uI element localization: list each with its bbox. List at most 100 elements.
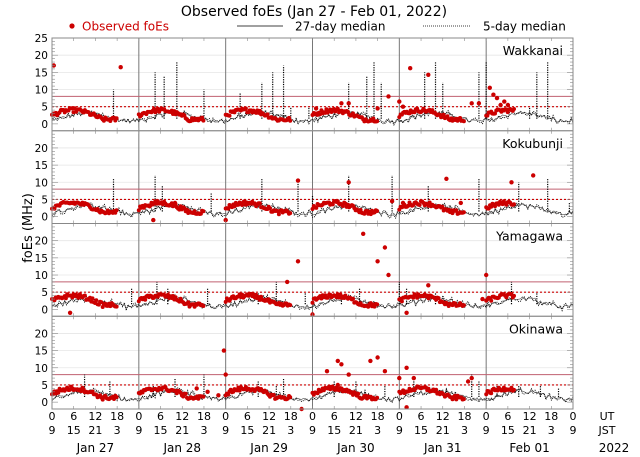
y-tick-label: 20 (35, 143, 48, 155)
x-tick-label-ut: 12 (349, 410, 363, 423)
observed-point (335, 358, 340, 364)
y-tick-label: 20 (35, 236, 48, 248)
observed-point (223, 217, 228, 223)
observed-point (194, 386, 199, 391)
x-tick-label-jst: 21 (175, 424, 189, 437)
observed-point (114, 304, 119, 309)
day-label: Jan 27 (76, 441, 115, 455)
observed-point (512, 107, 516, 111)
x-tick-label-jst: 9 (135, 424, 142, 437)
day-label: Jan 29 (249, 441, 288, 455)
observed-point (371, 116, 376, 121)
x-tick-label-jst: 9 (396, 424, 403, 437)
x-tick-label-ut: 18 (457, 410, 471, 423)
legend-entry-27day: 27-day median (237, 20, 385, 34)
x-tick-label-ut: 0 (309, 410, 316, 423)
observed-point (469, 101, 474, 106)
observed-point (461, 397, 466, 402)
observed-point (389, 199, 395, 204)
observed-point (271, 393, 276, 397)
y-tick-label: 0 (41, 304, 48, 316)
observed-point (489, 391, 494, 396)
y-tick-label: 0 (41, 212, 48, 224)
observed-point (434, 387, 439, 392)
observed-point (82, 293, 87, 298)
legend-observed-marker (69, 23, 75, 29)
median-27day-line (51, 295, 574, 309)
x-tick-label-jst: 15 (154, 424, 168, 437)
panels: 0 5 10 15 20 25 Wakkanai 0 5 10 15 20 Kokubunji 0 5 10 1… (35, 33, 574, 412)
panel-yamagawa: 0 5 10 15 20 Yamagawa (35, 223, 574, 317)
day-label: Jan 28 (162, 441, 201, 455)
observed-point (512, 202, 516, 207)
x-tick-label-ut: 0 (49, 410, 56, 423)
median-27day-line (51, 388, 574, 402)
observed-point (346, 372, 351, 377)
observed-point (531, 173, 536, 178)
observed-point (100, 305, 105, 309)
observed-point (90, 296, 95, 301)
day-label: Jan 30 (336, 441, 375, 455)
observed-point (257, 201, 262, 206)
x-axis: UT JST 2022 0961512211830961512211830961… (49, 410, 630, 455)
chart-title: Observed foEs (Jan 27 - Feb 01, 2022) (181, 4, 447, 20)
observed-point (295, 259, 301, 264)
observed-point (339, 101, 344, 106)
observed-point (147, 204, 152, 209)
x-tick-label-ut: 18 (544, 410, 558, 423)
x-tick-label-ut: 0 (570, 410, 577, 423)
x-tick-label-ut: 6 (504, 410, 511, 423)
observed-point (346, 180, 351, 185)
x-tick-label-ut: 18 (197, 410, 211, 423)
observed-point (382, 369, 388, 374)
x-tick-label-jst: 9 (49, 424, 56, 437)
observed-point (118, 65, 123, 70)
y-tick-label: 10 (35, 177, 48, 189)
station-label: Wakkanai (503, 43, 563, 58)
x-tick-label-ut: 6 (157, 410, 164, 423)
observed-point (509, 180, 514, 185)
observed-point (114, 208, 119, 213)
observed-point (276, 212, 281, 217)
ut-row-label: UT (600, 410, 615, 423)
y-tick-label: 5 (41, 380, 48, 392)
observed-point (94, 298, 99, 303)
y-tick-label: 0 (41, 397, 48, 409)
observed-point (288, 211, 293, 216)
observed-point (454, 208, 459, 213)
panel-kokubunji: 0 5 10 15 20 Kokubunji (35, 130, 574, 224)
y-tick-label: 5 (41, 102, 48, 114)
observed-point (368, 358, 373, 364)
observed-point (512, 387, 516, 392)
observed-point (340, 204, 345, 208)
x-tick-label-jst: 9 (222, 424, 229, 437)
observed-point (375, 302, 380, 307)
observed-point (480, 296, 485, 302)
x-tick-label-ut: 6 (331, 410, 338, 423)
day-label: Jan 31 (423, 441, 462, 455)
median-5day-line (51, 108, 574, 126)
x-tick-label-jst: 15 (240, 424, 254, 437)
observed-point (436, 296, 441, 301)
median-5day-line (51, 386, 574, 404)
observed-point (461, 210, 466, 215)
observed-point (186, 300, 191, 305)
observed-point (461, 119, 466, 124)
legend-entry-5day: 5-day median (423, 20, 566, 34)
observed-point (265, 112, 270, 117)
observed-point (227, 113, 232, 118)
observed-point (169, 201, 174, 206)
observed-point (512, 293, 516, 298)
observed-point (346, 101, 351, 106)
x-tick-label-ut: 12 (523, 410, 537, 423)
legend-entry-observed: Observed foEs (69, 20, 169, 34)
x-tick-label-ut: 0 (222, 410, 229, 423)
observed-point (63, 296, 68, 301)
observed-point (151, 217, 156, 223)
panel-okinawa: 0 5 10 15 20 Okinawa (35, 315, 574, 412)
x-tick-label-jst: 21 (436, 424, 450, 437)
x-tick-label-jst: 3 (200, 424, 207, 437)
observed-point (400, 104, 406, 109)
observed-point (375, 395, 380, 400)
observed-point (412, 110, 417, 115)
